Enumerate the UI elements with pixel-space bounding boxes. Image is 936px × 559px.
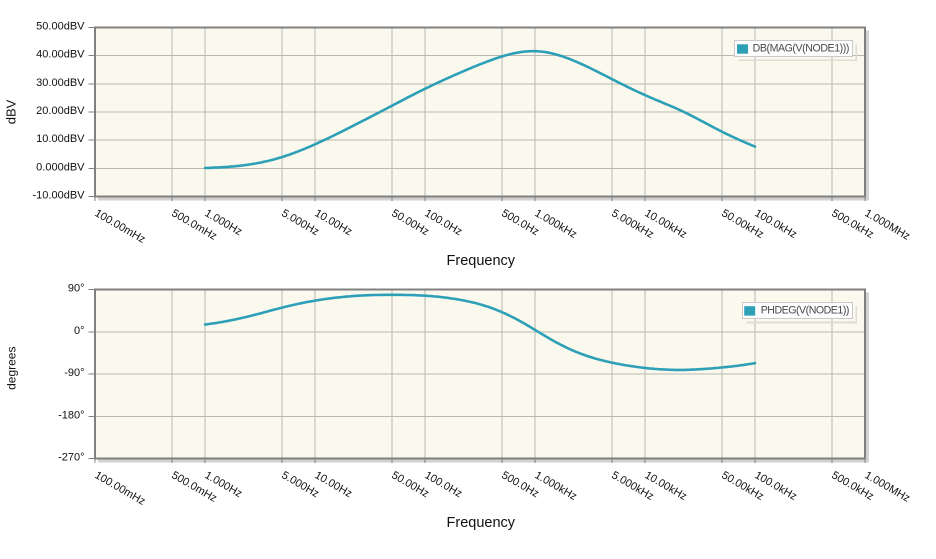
svg-text:dBV: dBV	[4, 99, 19, 124]
svg-text:50.00Hz: 50.00Hz	[389, 207, 430, 238]
svg-text:20.00dBV: 20.00dBV	[36, 105, 85, 117]
svg-text:Frequency: Frequency	[447, 253, 516, 269]
svg-text:Frequency: Frequency	[447, 515, 516, 531]
svg-text:100.00mHz: 100.00mHz	[93, 469, 148, 508]
svg-text:100.00mHz: 100.00mHz	[93, 207, 148, 246]
svg-text:10.00Hz: 10.00Hz	[313, 207, 354, 238]
svg-text:500.0Hz: 500.0Hz	[499, 469, 540, 500]
svg-text:500.0Hz: 500.0Hz	[499, 207, 540, 238]
svg-text:100.0Hz: 100.0Hz	[423, 207, 464, 238]
svg-text:5.000Hz: 5.000Hz	[279, 207, 320, 238]
svg-text:PHDEG(V(NODE1)): PHDEG(V(NODE1))	[761, 305, 850, 317]
svg-text:-180°: -180°	[58, 409, 84, 421]
svg-text:1.000kHz: 1.000kHz	[533, 207, 579, 241]
svg-text:50.00dBV: 50.00dBV	[36, 21, 85, 33]
svg-text:-270°: -270°	[58, 452, 84, 464]
svg-text:10.00dBV: 10.00dBV	[36, 133, 85, 145]
svg-text:DB(MAG(V(NODE1))): DB(MAG(V(NODE1)))	[753, 43, 850, 55]
svg-text:degrees: degrees	[5, 347, 19, 390]
svg-text:0°: 0°	[74, 325, 85, 337]
svg-text:1.000kHz: 1.000kHz	[533, 469, 579, 503]
svg-text:100.0Hz: 100.0Hz	[423, 469, 464, 500]
svg-text:0.000dBV: 0.000dBV	[36, 161, 85, 173]
svg-text:40.00dBV: 40.00dBV	[36, 49, 85, 61]
svg-text:50.00Hz: 50.00Hz	[389, 469, 430, 500]
svg-text:5.000Hz: 5.000Hz	[279, 469, 320, 500]
svg-text:30.00dBV: 30.00dBV	[36, 77, 85, 89]
svg-text:90°: 90°	[68, 283, 85, 295]
svg-text:10.00Hz: 10.00Hz	[313, 469, 354, 500]
svg-text:-90°: -90°	[64, 367, 84, 379]
svg-text:-10.00dBV: -10.00dBV	[33, 190, 86, 202]
